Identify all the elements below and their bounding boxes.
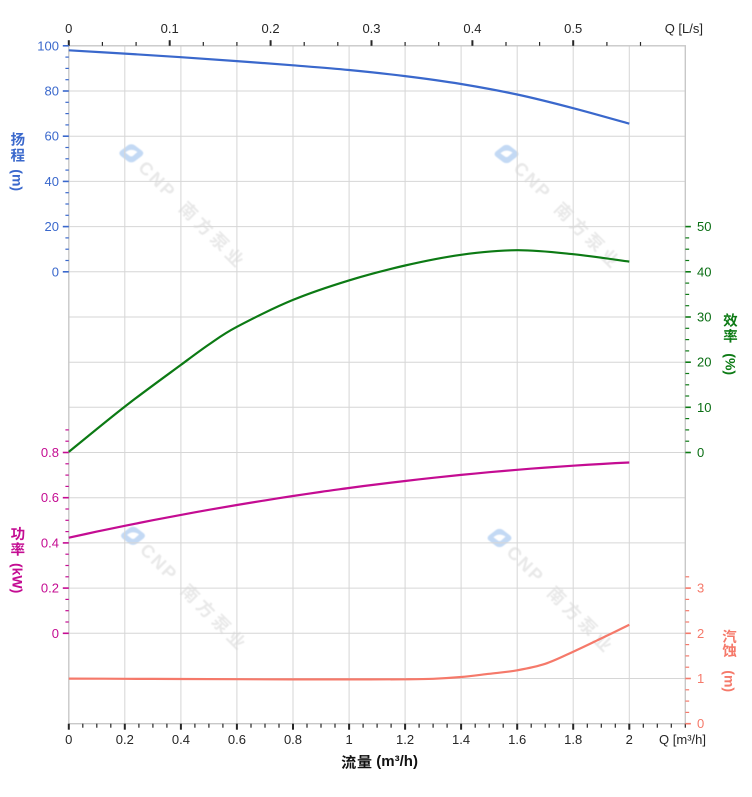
svg-text:20: 20 (45, 219, 59, 234)
svg-text:0: 0 (65, 21, 72, 36)
svg-text:0.8: 0.8 (284, 732, 302, 747)
svg-text:(kW): (kW) (10, 563, 26, 593)
svg-text:Q [m³/h]: Q [m³/h] (659, 732, 706, 747)
svg-text:0.4: 0.4 (172, 732, 190, 747)
svg-text:0.4: 0.4 (463, 21, 481, 36)
svg-text:1.4: 1.4 (452, 732, 470, 747)
svg-text:(m): (m) (10, 169, 26, 191)
svg-text:2: 2 (697, 626, 704, 641)
svg-text:60: 60 (45, 129, 59, 144)
svg-text:40: 40 (697, 264, 711, 279)
svg-text:1: 1 (345, 732, 352, 747)
svg-text:0: 0 (65, 732, 72, 747)
svg-text:1.8: 1.8 (564, 732, 582, 747)
svg-text:(m³/h): (m³/h) (376, 753, 418, 770)
svg-text:10: 10 (697, 400, 711, 415)
svg-text:2: 2 (626, 732, 633, 747)
svg-text:0.8: 0.8 (41, 445, 59, 460)
svg-text:0.1: 0.1 (161, 21, 179, 36)
svg-text:Q [L/s]: Q [L/s] (665, 21, 703, 36)
svg-text:0: 0 (52, 626, 59, 641)
svg-text:0.2: 0.2 (262, 21, 280, 36)
svg-text:0.4: 0.4 (41, 535, 59, 550)
svg-text:100: 100 (37, 38, 59, 53)
svg-text:1.6: 1.6 (508, 732, 526, 747)
svg-text:(m): (m) (722, 670, 738, 692)
svg-text:0.6: 0.6 (41, 490, 59, 505)
svg-text:80: 80 (45, 84, 59, 99)
svg-text:50: 50 (697, 219, 711, 234)
svg-text:3: 3 (697, 581, 704, 596)
svg-text:20: 20 (697, 355, 711, 370)
svg-text:1.2: 1.2 (396, 732, 414, 747)
svg-text:40: 40 (45, 174, 59, 189)
svg-text:0.5: 0.5 (564, 21, 582, 36)
svg-text:0.2: 0.2 (116, 732, 134, 747)
svg-text:30: 30 (697, 310, 711, 325)
svg-text:1: 1 (697, 671, 704, 686)
svg-text:(%): (%) (722, 353, 738, 375)
svg-text:0: 0 (697, 716, 704, 731)
svg-text:0: 0 (697, 445, 704, 460)
svg-text:0.2: 0.2 (41, 581, 59, 596)
svg-text:0.3: 0.3 (362, 21, 380, 36)
svg-text:0: 0 (52, 264, 59, 279)
svg-text:0.6: 0.6 (228, 732, 246, 747)
